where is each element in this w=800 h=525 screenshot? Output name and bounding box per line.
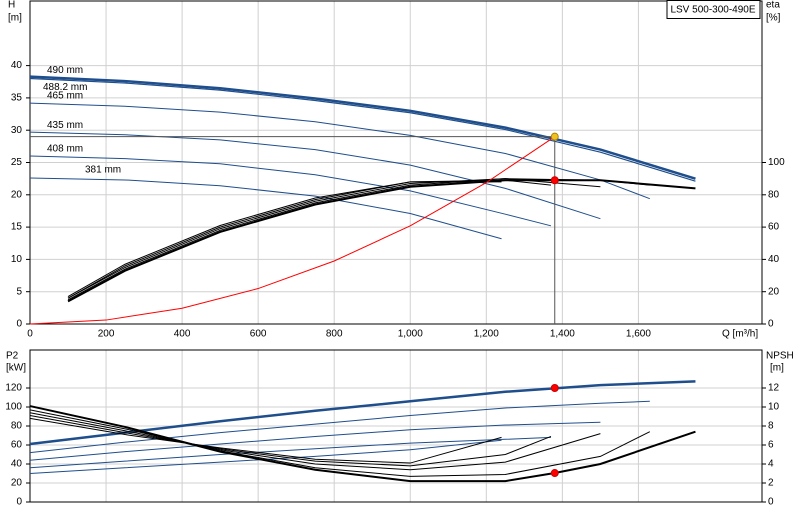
y-tick-label: 60 xyxy=(11,440,23,451)
curve xyxy=(29,155,552,227)
y-tick-label: 0 xyxy=(16,497,22,508)
y2-tick-label: 20 xyxy=(768,286,780,297)
y-tick-label: 10 xyxy=(11,254,23,265)
y2-tick-label: 80 xyxy=(768,189,780,200)
x-tick-label: 0 xyxy=(27,329,33,340)
curve-label: 435 mm xyxy=(47,120,83,131)
x-tick-label: 1,000 xyxy=(398,329,423,340)
plot-layer: 0 200 400 600 800 1,000 1,200 1,400 1,6000510152… xyxy=(8,0,785,340)
y2-tick-label: 2 xyxy=(768,478,774,489)
x-tick-label: 200 xyxy=(98,329,115,340)
axis-label: NPSH xyxy=(766,351,794,362)
y-tick-label: 40 xyxy=(11,459,23,470)
curve xyxy=(29,177,502,240)
y-tick-label: 25 xyxy=(11,157,23,168)
plot-layer: 0 20 40 60 80 100 120 0 2 4 6 8 10 12 P2[kW] NPSH[m] xyxy=(5,349,794,508)
curve xyxy=(29,436,551,469)
curve xyxy=(29,102,651,200)
curve-label: 381 mm xyxy=(85,165,121,176)
y-tick-label: 100 xyxy=(5,402,22,413)
x-tick-label: 800 xyxy=(326,329,343,340)
x-tick-label: 1,400 xyxy=(550,329,575,340)
operating-point xyxy=(550,176,559,185)
y-tick-label: 35 xyxy=(11,93,23,104)
axis-label: [kW] xyxy=(6,363,26,374)
axis-label: P2 xyxy=(6,351,19,362)
x-axis-label: Q [m³/h] xyxy=(722,329,758,340)
curve-label: 408 mm xyxy=(47,144,83,155)
curve xyxy=(29,136,556,325)
y-tick-label: 40 xyxy=(11,60,23,71)
plot-frame xyxy=(29,0,763,325)
curve xyxy=(67,178,601,299)
y2-tick-label: 60 xyxy=(768,222,780,233)
y-tick-label: 80 xyxy=(11,421,23,432)
y2-tick-label: 8 xyxy=(768,421,774,432)
x-tick-label: 600 xyxy=(250,329,267,340)
y2-tick-label: 6 xyxy=(768,440,774,451)
curve-label: 490 mm xyxy=(47,65,83,76)
curve xyxy=(67,179,552,299)
curve-label: 488.2 mm xyxy=(43,82,87,93)
title-box xyxy=(666,0,761,19)
axis-label: [%] xyxy=(766,13,781,24)
curve xyxy=(29,75,696,180)
x-tick-label: 1,600 xyxy=(626,329,651,340)
curve xyxy=(29,415,552,467)
curve xyxy=(29,131,601,220)
curve xyxy=(67,178,650,301)
x-tick-label: 1,200 xyxy=(474,329,499,340)
curve xyxy=(29,417,502,464)
y-tick-label: 20 xyxy=(11,478,23,489)
y2-tick-label: 100 xyxy=(768,157,785,168)
y2-tick-label: 40 xyxy=(768,254,780,265)
curve xyxy=(29,405,696,483)
chart-title: LSV 500-300-490E xyxy=(670,5,755,16)
x-tick-label: 400 xyxy=(174,329,191,340)
y2-tick-label: 0 xyxy=(768,319,774,330)
axis-label: H xyxy=(8,0,15,11)
curve xyxy=(29,412,601,471)
axis-label: [m] xyxy=(770,363,784,374)
y2-tick-label: 12 xyxy=(768,383,780,394)
operating-point xyxy=(550,469,559,478)
curve xyxy=(29,77,696,182)
curve-label: 465 mm xyxy=(47,91,83,102)
plot-frame xyxy=(29,349,763,503)
curve xyxy=(29,409,651,477)
curve xyxy=(67,181,502,297)
y-tick-label: 120 xyxy=(5,383,22,394)
y-tick-label: 0 xyxy=(16,319,22,330)
y-tick-label: 30 xyxy=(11,125,23,136)
operating-point xyxy=(550,132,559,141)
operating-point xyxy=(550,384,559,392)
y2-tick-label: 4 xyxy=(768,459,774,470)
y2-tick-label: 0 xyxy=(768,497,774,508)
y-tick-label: 20 xyxy=(11,189,23,200)
y2-tick-label: 10 xyxy=(768,402,780,413)
y-tick-label: 5 xyxy=(16,286,22,297)
y-tick-label: 15 xyxy=(11,222,23,233)
curve xyxy=(29,421,601,461)
curve xyxy=(29,400,650,454)
axis-label: eta xyxy=(766,0,780,11)
axis-label: [m] xyxy=(8,13,22,24)
